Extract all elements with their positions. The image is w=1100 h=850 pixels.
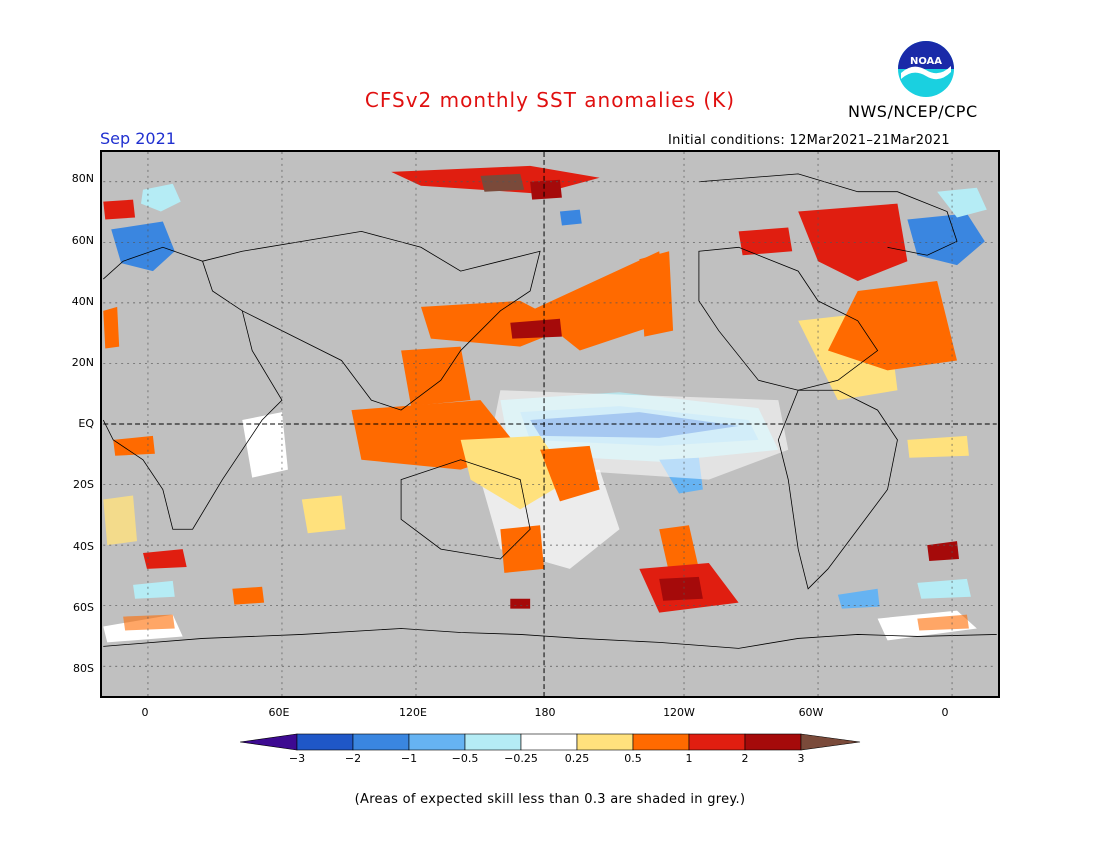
forecast-month: Sep 2021: [100, 129, 176, 148]
skill-footnote: (Areas of expected skill less than 0.3 a…: [354, 792, 746, 807]
colorbar-segment: [688, 733, 746, 751]
colorbar-tick: 2: [741, 752, 749, 765]
lat-label: 80S: [73, 662, 94, 675]
colorbar: [240, 733, 861, 751]
lon-label: 0: [941, 706, 949, 719]
colorbar-segment: [296, 733, 354, 751]
colorbar-segment: [800, 733, 861, 751]
colorbar-tick: 3: [797, 752, 805, 765]
lat-label: 40N: [71, 295, 94, 308]
chart-title: CFSv2 monthly SST anomalies (K): [364, 88, 736, 112]
lon-label: 120W: [663, 706, 695, 719]
colorbar-tick: 0.25: [564, 752, 590, 765]
lat-label: 20N: [71, 356, 94, 369]
colorbar-segment: [352, 733, 410, 751]
graticule: [103, 152, 997, 696]
lon-label: 180: [534, 706, 556, 719]
lon-label: 0: [141, 706, 149, 719]
lat-label: 60S: [73, 601, 94, 614]
colorbar-segment: [464, 733, 522, 751]
noaa-logo: NOAA: [898, 41, 954, 97]
lat-label: 80N: [71, 172, 94, 185]
colorbar-tick: −1: [400, 752, 418, 765]
lon-label: 60E: [268, 706, 290, 719]
colorbar-segment: [744, 733, 802, 751]
colorbar-tick: 0.5: [624, 752, 642, 765]
colorbar-tick: −2: [344, 752, 362, 765]
colorbar-segment: [632, 733, 690, 751]
colorbar-segment: [576, 733, 634, 751]
lon-label: 120E: [399, 706, 427, 719]
map-canvas: [102, 152, 997, 696]
colorbar-tick: −3: [288, 752, 306, 765]
colorbar-segment: [520, 733, 578, 751]
svg-text:NOAA: NOAA: [910, 56, 942, 67]
agency-label: NWS/NCEP/CPC: [848, 102, 978, 121]
reference-lines: [103, 152, 997, 696]
colorbar-tick: −0.5: [451, 752, 479, 765]
coastlines: [102, 173, 997, 649]
lon-label: 60W: [798, 706, 824, 719]
sst-anomaly-map: [100, 150, 1000, 698]
colorbar-segment: [408, 733, 466, 751]
colorbar-segment: [240, 733, 298, 751]
colorbar-tick: −0.25: [504, 752, 538, 765]
lat-label: 20S: [73, 478, 94, 491]
lat-label: 40S: [73, 540, 94, 553]
initial-conditions: Initial conditions: 12Mar2021–21Mar2021: [668, 133, 951, 148]
colorbar-tick: 1: [685, 752, 693, 765]
warm-anomaly-regions: [103, 165, 969, 631]
lat-label: 60N: [71, 234, 94, 247]
lat-label: EQ: [78, 417, 94, 430]
